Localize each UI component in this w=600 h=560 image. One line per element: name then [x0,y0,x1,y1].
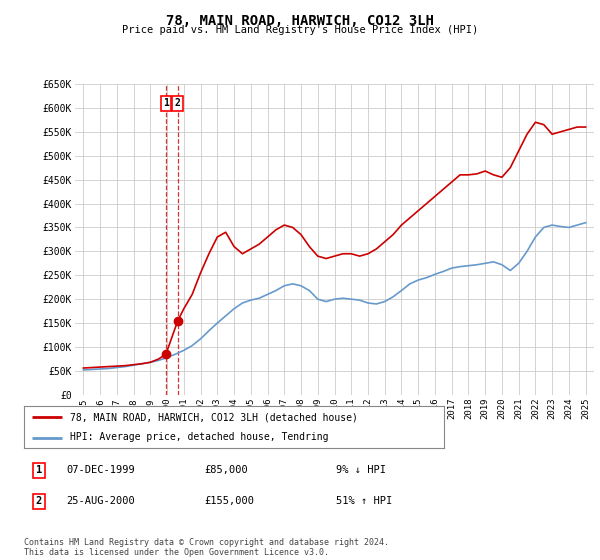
Text: £155,000: £155,000 [204,496,254,506]
Text: 9% ↓ HPI: 9% ↓ HPI [336,465,386,475]
Text: £85,000: £85,000 [204,465,248,475]
Text: 78, MAIN ROAD, HARWICH, CO12 3LH: 78, MAIN ROAD, HARWICH, CO12 3LH [166,14,434,28]
Text: HPI: Average price, detached house, Tendring: HPI: Average price, detached house, Tend… [70,432,329,442]
Text: 2: 2 [175,98,181,108]
Text: 07-DEC-1999: 07-DEC-1999 [66,465,135,475]
Text: Price paid vs. HM Land Registry's House Price Index (HPI): Price paid vs. HM Land Registry's House … [122,25,478,35]
Text: 1: 1 [36,465,42,475]
Text: 1: 1 [163,98,169,108]
Text: 51% ↑ HPI: 51% ↑ HPI [336,496,392,506]
Text: 25-AUG-2000: 25-AUG-2000 [66,496,135,506]
Text: Contains HM Land Registry data © Crown copyright and database right 2024.
This d: Contains HM Land Registry data © Crown c… [24,538,389,557]
Text: 2: 2 [36,496,42,506]
Text: 78, MAIN ROAD, HARWICH, CO12 3LH (detached house): 78, MAIN ROAD, HARWICH, CO12 3LH (detach… [70,412,358,422]
